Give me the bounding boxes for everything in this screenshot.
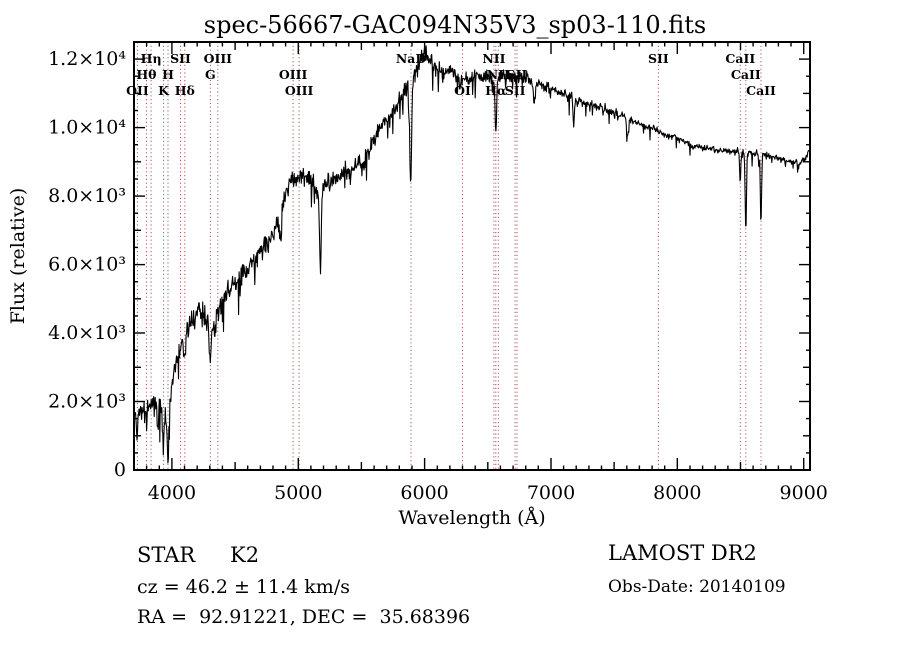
plot-title: spec-56667-GAC094N35V3_sp03-110.fits (204, 11, 706, 39)
survey-release-label: LAMOST DR2 (608, 541, 757, 565)
spectrum-trace-layer (133, 45, 811, 464)
spectral-line-label: Hδ (175, 83, 195, 98)
plot-frame (133, 41, 811, 471)
cz-value-label: cz = 46.2 ± 11.4 km/s (137, 576, 350, 598)
x-tick-label: 7000 (527, 482, 575, 504)
spectral-line-label: NaD (396, 51, 427, 66)
obs-date-label: Obs-Date: 20140109 (608, 577, 786, 597)
y-tick-label: 8.0×10³ (48, 185, 126, 207)
x-axis-title: Wavelength (Å) (398, 507, 545, 529)
spectral-line-label: H (162, 67, 174, 82)
spectral-line-label: OIII (285, 83, 314, 98)
spectral-line-label: CaII (725, 51, 755, 66)
x-tick-label: 8000 (653, 482, 701, 504)
spectral-line-label: CaII (731, 67, 761, 82)
spectral-line-label: OIII (204, 51, 233, 66)
x-tick-label: 4000 (148, 482, 196, 504)
y-axis-title: Flux (relative) (7, 188, 29, 325)
y-tick-label: 6.0×10³ (48, 254, 126, 276)
axis-tick-labels-layer: 4000 5000 6000 7000 8000 9000 0 2.0×10³ 4.0×10³ 6… (48, 48, 828, 504)
axis-ticks-layer (134, 42, 810, 470)
spectral-line-label: CaII (746, 83, 776, 98)
spectral-line-label: G (205, 67, 216, 82)
x-tick-label: 6000 (400, 482, 448, 504)
axes-frame-layer (133, 41, 811, 471)
y-tick-label: 1.0×10⁴ (48, 117, 126, 139)
object-class-label: STAR (137, 543, 196, 567)
x-tick-label: 9000 (780, 482, 828, 504)
spectral-line-label: SII (170, 51, 191, 66)
radec-value-label: RA = 92.91221, DEC = 35.68396 (137, 606, 470, 628)
spectral-line-label: OIII (279, 67, 308, 82)
object-subclass-label: K2 (230, 543, 259, 567)
y-tick-label: 4.0×10³ (48, 322, 126, 344)
y-tick-label: 1.2×10⁴ (48, 48, 126, 70)
y-tick-label: 0 (114, 459, 126, 481)
y-tick-label: 2.0×10³ (48, 391, 126, 413)
spectral-line-label: Hθ (136, 67, 156, 82)
spectral-line-label: K (158, 83, 170, 98)
spectrum-path (133, 45, 811, 464)
spectral-line-label: Hα (485, 83, 507, 98)
spectral-line-label: NII (482, 51, 505, 66)
x-tick-label: 5000 (274, 482, 322, 504)
spectral-line-label: OII (126, 83, 149, 98)
spectral-line-label: Hη (141, 51, 162, 66)
spectral-line-labels-layer: OIIHθHηKHSIIHδGOIIIOIIIOIIINaDOINIIHαNII… (126, 51, 776, 98)
spectral-line-label: SII (648, 51, 669, 66)
spectral-line-label: SII (505, 83, 526, 98)
spectral-line-label: OI (454, 83, 471, 98)
